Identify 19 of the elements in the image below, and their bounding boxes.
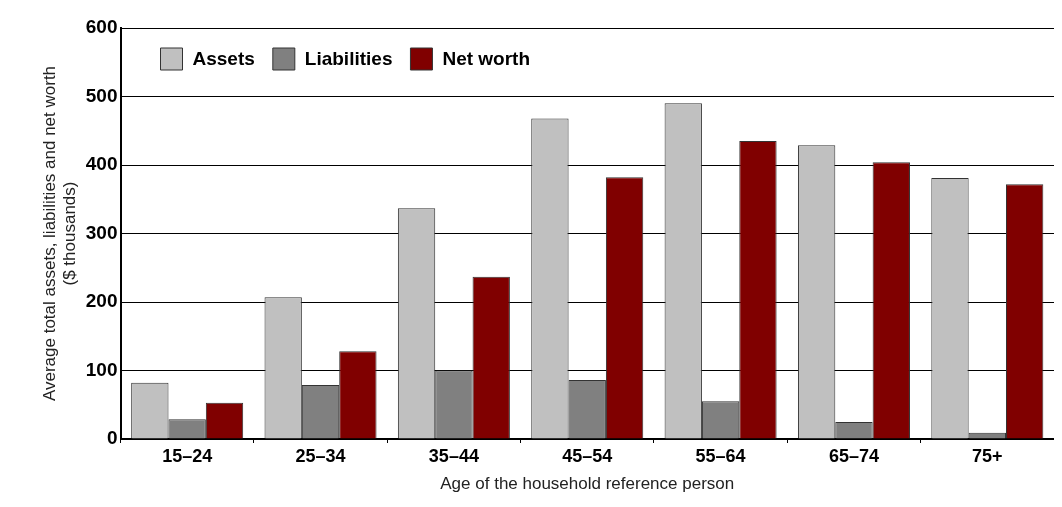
y-tick-label: 200 [85, 290, 118, 312]
legend-label: Assets [192, 48, 255, 70]
y-axis-title: Average total assets, liabilities and net worth ($ thousands) [39, 65, 80, 402]
y-tick-label: 500 [85, 84, 118, 106]
legend-label: Liabilities [304, 48, 393, 70]
x-tick-label: 25–34 [295, 445, 346, 466]
x-tick-label: 55–64 [695, 445, 746, 466]
legend-label: Net worth [442, 48, 531, 70]
x-axis-title: Age of the household reference person [440, 474, 735, 494]
x-tick-label: 45–54 [562, 445, 613, 466]
y-tick-label: 0 [106, 427, 118, 449]
x-tick-label: 65–74 [828, 445, 879, 466]
x-tick-label: 35–44 [428, 445, 479, 466]
y-tick-label: 600 [85, 16, 118, 38]
y-tick-label: 400 [85, 153, 118, 175]
x-tick-label: 75+ [972, 445, 1003, 466]
x-tick-label: 15–24 [162, 445, 213, 466]
y-tick-label: 100 [85, 358, 118, 380]
y-tick-label: 300 [85, 221, 118, 243]
